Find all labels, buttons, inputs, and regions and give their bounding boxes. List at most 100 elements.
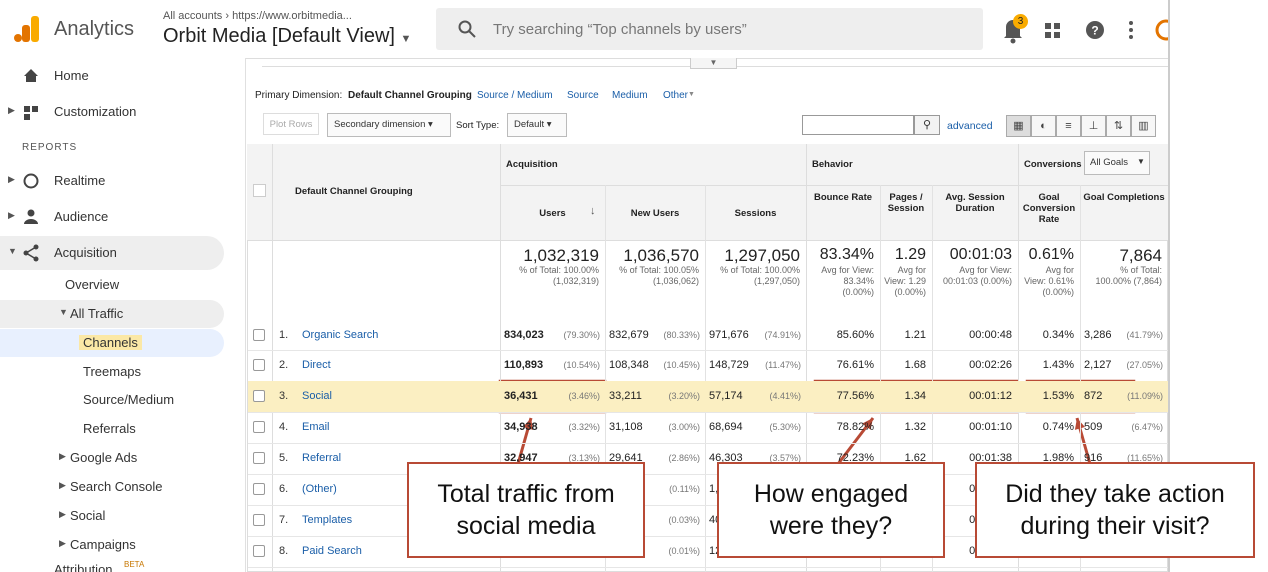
row-name[interactable]: Paid Search xyxy=(302,545,362,557)
column-header[interactable]: Bounce Rate xyxy=(813,192,873,203)
row-name[interactable]: Social xyxy=(302,390,332,402)
cell-value: 34,938 xyxy=(504,421,538,433)
divider xyxy=(500,144,501,572)
total-value: 1.29 xyxy=(894,246,926,263)
cell-percent: (27.05%) xyxy=(1126,360,1163,370)
column-header[interactable]: New Users xyxy=(630,208,680,219)
column-header[interactable]: Sessions xyxy=(734,208,777,219)
view-name[interactable]: Orbit Media [Default View] xyxy=(163,25,395,47)
divider xyxy=(705,185,706,572)
cell-value: 148,729 xyxy=(709,359,749,371)
sort-type[interactable]: Default ▾ xyxy=(507,113,567,137)
nav-item[interactable]: Referrals xyxy=(83,421,136,436)
advanced-link[interactable]: advanced xyxy=(947,120,993,132)
nav-item[interactable]: Channels xyxy=(79,335,142,350)
total-value: 7,864 xyxy=(1119,246,1162,265)
cell-value: 00:01:12 xyxy=(969,390,1012,402)
filter-input[interactable] xyxy=(802,115,914,135)
row-name[interactable]: Templates xyxy=(302,514,353,526)
checkbox[interactable] xyxy=(253,359,265,371)
expand-arrow: ▶ xyxy=(8,174,15,184)
cell-percent: (80.33%) xyxy=(663,330,700,340)
row-name[interactable]: Referral xyxy=(302,452,342,464)
cell-percent: (10.54%) xyxy=(563,360,600,370)
breadcrumb-root[interactable]: All accounts xyxy=(163,10,223,22)
cell-value: 916 xyxy=(1084,452,1103,464)
row-name[interactable]: (Other) xyxy=(302,483,337,495)
nav-item[interactable]: Campaigns xyxy=(70,537,136,552)
column-header[interactable]: Goal Conversion Rate xyxy=(1022,192,1076,225)
breadcrumb-url[interactable]: https://www.orbitmedia... xyxy=(232,10,352,22)
cell-value: 72.23% xyxy=(836,452,874,464)
nav-item[interactable]: Google Ads xyxy=(70,450,138,465)
nav-item: REPORTS xyxy=(22,142,78,153)
view-toggle[interactable]: ⊥ xyxy=(1081,115,1106,137)
plot-rows-button[interactable]: Plot Rows xyxy=(263,113,319,135)
checkbox[interactable] xyxy=(253,483,265,495)
total-note: % of Total: 100.00% (1,032,319) xyxy=(519,265,599,286)
row-highlight xyxy=(248,381,1168,412)
nav-item[interactable]: Acquisition xyxy=(54,245,117,260)
callout: How engaged were they? xyxy=(717,462,945,558)
expand-arrow: ▼ xyxy=(59,307,68,317)
checkbox[interactable] xyxy=(253,514,265,526)
row-name[interactable]: Organic Search xyxy=(302,329,379,341)
goal-selector[interactable]: All Goals xyxy=(1084,151,1150,175)
checkbox[interactable] xyxy=(253,390,265,402)
nav-item[interactable]: Home xyxy=(54,68,89,83)
nav-item[interactable]: Attribution xyxy=(54,562,113,572)
checkbox[interactable] xyxy=(253,452,265,464)
dimension-link[interactable]: Medium xyxy=(612,90,648,101)
search-box[interactable]: Try searching “Top channels by users” xyxy=(436,8,983,50)
nav-item[interactable]: Audience xyxy=(54,209,109,224)
cell-percent: (0.03%) xyxy=(668,515,700,525)
nav-highlight xyxy=(0,300,224,328)
column-header[interactable]: Users xyxy=(539,208,566,219)
filter-button[interactable]: ⚲ xyxy=(914,115,940,135)
primary-dimension[interactable]: Default Channel Grouping xyxy=(348,90,472,101)
nav-item[interactable]: Treemaps xyxy=(83,364,142,379)
checkbox[interactable] xyxy=(253,329,265,341)
checkbox[interactable] xyxy=(253,421,265,433)
row-name[interactable]: Direct xyxy=(302,359,331,371)
vline xyxy=(272,144,273,572)
view-toggle[interactable]: ▦ xyxy=(1006,115,1031,137)
group-header: Behavior xyxy=(812,159,853,170)
nav-item[interactable]: All Traffic xyxy=(70,306,124,321)
cell-value: 834,023 xyxy=(504,329,544,341)
view-toggle[interactable]: ≡ xyxy=(1056,115,1081,137)
nav-item[interactable]: Realtime xyxy=(54,173,106,188)
dimension-link[interactable]: Source / Medium xyxy=(477,90,553,101)
nav-item[interactable]: Social xyxy=(70,508,106,523)
view-toggle[interactable]: ▥ xyxy=(1131,115,1156,137)
row-rank: 2. xyxy=(279,359,289,371)
column-header[interactable]: Goal Completions xyxy=(1083,192,1165,203)
collapse-tab[interactable]: ▼ xyxy=(690,58,737,69)
cell-value: 36,431 xyxy=(504,390,538,402)
row-name[interactable]: Email xyxy=(302,421,330,433)
nav-item[interactable]: Search Console xyxy=(70,479,163,494)
dimension-link[interactable]: Other xyxy=(663,90,689,101)
sort-type-label: Sort Type: xyxy=(456,120,500,131)
product-name: Analytics xyxy=(54,18,135,40)
divider xyxy=(1018,144,1019,572)
column-header[interactable]: Pages / Session xyxy=(887,192,925,214)
checkbox[interactable] xyxy=(253,545,265,557)
checkbox[interactable] xyxy=(253,184,266,197)
secondary-dimension[interactable]: Secondary dimension ▾ xyxy=(327,113,451,137)
view-toggle[interactable]: ⇅ xyxy=(1106,115,1131,137)
dimension-link[interactable]: Source xyxy=(567,90,599,101)
nav-item[interactable]: Customization xyxy=(54,104,137,119)
nav-item[interactable]: Overview xyxy=(65,277,120,292)
column-header[interactable]: Avg. Session Duration xyxy=(945,192,1005,214)
caret: ▼ xyxy=(1137,157,1145,166)
expand-arrow: ▶ xyxy=(59,480,66,490)
cell-value: 32,947 xyxy=(504,452,538,464)
view-toggle[interactable]: ◐ xyxy=(1031,115,1056,137)
view-selector[interactable]: Orbit Media [Default View] ▼ xyxy=(163,25,412,47)
hline xyxy=(247,240,1168,241)
cell-percent: (0.01%) xyxy=(668,546,700,556)
breadcrumb[interactable]: All accounts › https://www.orbitmedia... xyxy=(163,10,352,22)
cell-percent: (0.11%) xyxy=(669,484,700,494)
nav-item[interactable]: Source/Medium xyxy=(83,392,175,407)
